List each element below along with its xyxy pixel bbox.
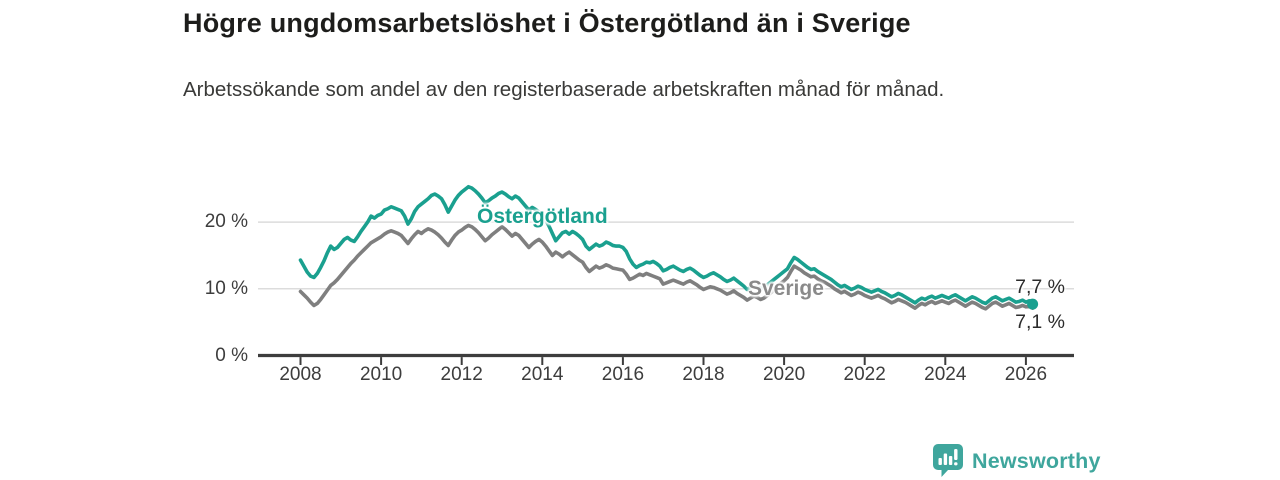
series-label-ostergotland: Östergötland [477,205,608,228]
x-tick-label: 2024 [924,364,967,385]
x-tick-label: 2016 [601,364,645,385]
end-value-label-sverige: 7,1 % [1015,311,1065,333]
y-tick-label: 0 % [215,344,248,366]
chart-subtitle: Arbetssökande som andel av den registerb… [183,78,945,101]
series-label-sverige: Sverige [748,277,824,300]
x-tick-label: 2020 [762,364,806,385]
x-tick-label: 2012 [440,364,483,385]
x-tick-label: 2010 [359,364,403,385]
page-title: Högre ungdomsarbetslöshet i Östergötland… [183,8,911,38]
x-tick-label: 2008 [279,364,322,385]
x-tick-label: 2022 [843,364,886,385]
end-value-label-ostergotland: 7,7 % [1015,276,1065,298]
series-line-sverige [298,223,1035,311]
y-tick-label: 10 % [204,277,248,299]
x-tick-label: 2018 [682,364,725,385]
x-tick-label: 2026 [1004,364,1048,385]
newsworthy-wordmark: Newsworthy [972,448,1101,473]
series-line-östergötland [298,184,1035,306]
end-point-dot [1027,298,1039,310]
newsworthy-logo[interactable]: Newsworthy [933,444,1101,478]
y-tick-label: 20 % [204,211,248,233]
newsworthy-icon [933,444,963,477]
x-tick-label: 2014 [521,364,564,385]
